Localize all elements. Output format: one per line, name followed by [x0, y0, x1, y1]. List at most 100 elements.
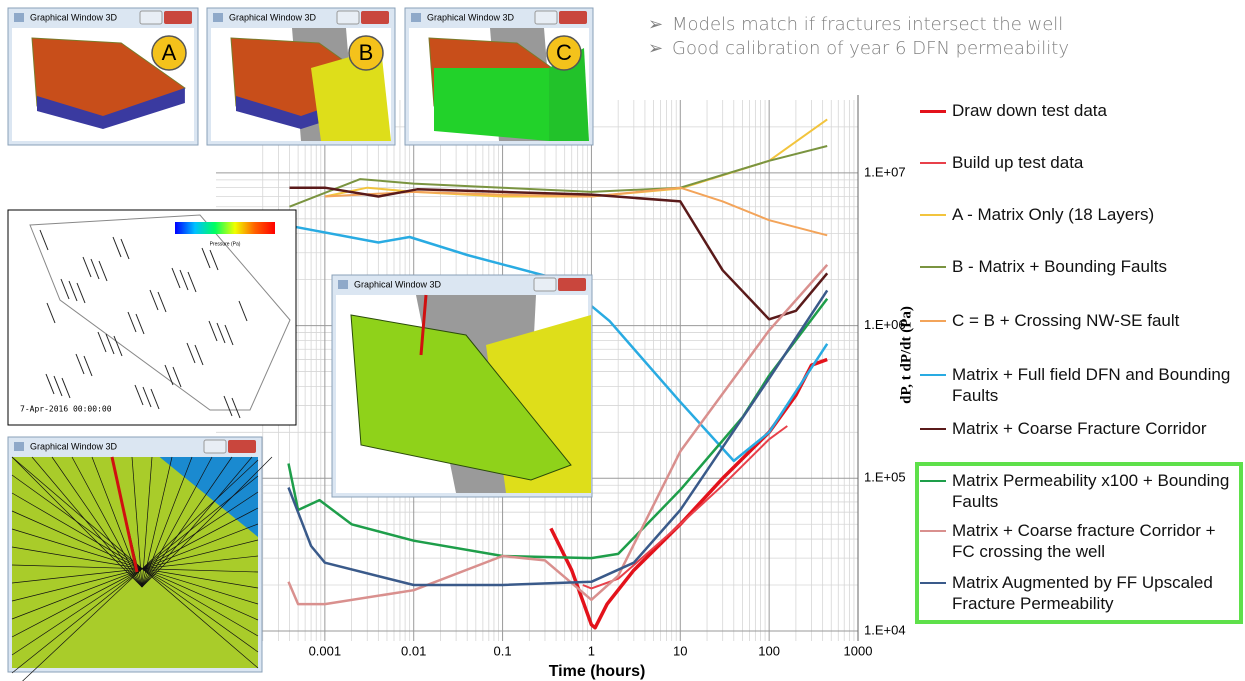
mesh-line [11, 523, 259, 620]
legend-label: Matrix Permeability x100 + Bounding Faul… [952, 471, 1230, 511]
x-tick-label: 0.1 [494, 643, 512, 658]
fracture [171, 267, 181, 289]
fracture [83, 355, 93, 377]
legend-entry: Matrix Permeability x100 + Bounding Faul… [918, 470, 1238, 512]
fracture [120, 238, 130, 260]
fracture [53, 375, 63, 397]
window-title: Graphical Window 3D [30, 12, 118, 22]
reservoir [350, 314, 572, 481]
legend-entry: Matrix + Full field DFN and Bounding Fau… [918, 364, 1238, 406]
legend-swatch [920, 320, 946, 322]
fracture-outline [29, 214, 291, 411]
layers [236, 88, 382, 129]
legend-label: Matrix Augmented by FF Upscaled Fracture… [952, 573, 1213, 613]
badge-label: C [556, 40, 572, 65]
window-icon [14, 442, 24, 451]
x-tick-label: 100 [758, 643, 780, 658]
legend-entry: Matrix Augmented by FF Upscaled Fracture… [918, 572, 1238, 614]
help-button [139, 10, 163, 25]
x-axis-label: Time (hours) [549, 663, 646, 680]
help-button [533, 277, 557, 292]
y-tick-label: 1.E+05 [864, 470, 906, 485]
legend-entry: A - Matrix Only (18 Layers) [918, 204, 1154, 225]
colorbar-title: Pressure (Pa) [210, 241, 241, 247]
legend-label: C = B + Crossing NW-SE fault [952, 311, 1180, 330]
legend-swatch [920, 266, 946, 268]
fault [549, 48, 589, 141]
fracture [172, 366, 182, 388]
legend-label: Matrix + Full field DFN and Bounding Fau… [952, 365, 1231, 405]
mesh-line [141, 456, 153, 588]
window: Graphical Window 3D [7, 436, 273, 681]
legend-entry: B - Matrix + Bounding Faults [918, 256, 1167, 277]
badge-label: A [162, 40, 177, 65]
timestamp: 7-Apr-2016 00:00:00 [20, 405, 112, 414]
window: Graphical Window 3D [331, 274, 593, 498]
close-button [361, 11, 389, 24]
fracture [39, 229, 49, 251]
legend-entry: Build up test data [918, 152, 1083, 173]
well [419, 294, 428, 356]
fracture [134, 384, 144, 406]
fracture [105, 333, 115, 355]
bullet-text: Models match if fractures intersect the … [672, 14, 1064, 35]
legend-entry: Matrix + Coarse Fracture Corridor [918, 418, 1207, 439]
window-title: Graphical Window 3D [30, 441, 118, 451]
fault [311, 48, 391, 141]
y-tick-label: 1.E+04 [864, 622, 906, 637]
series-line [324, 186, 828, 237]
series-line [549, 357, 828, 630]
close-button [558, 278, 586, 291]
series-line [289, 186, 829, 321]
window: Graphical Window 3D C [404, 7, 594, 146]
fracture [135, 313, 145, 335]
fracture [45, 373, 55, 395]
series-line [287, 289, 829, 587]
bullet: ➢ Good calibration of year 6 DFN permeabi… [648, 38, 1069, 59]
mesh-line [141, 456, 273, 588]
mesh-line [91, 456, 143, 588]
window-icon [338, 280, 348, 289]
y-tick-label: 1.E+06 [864, 317, 906, 332]
legend-label: Matrix + Coarse Fracture Corridor [952, 419, 1207, 438]
legend-swatch [920, 162, 946, 164]
fracture [113, 335, 123, 357]
fracture-view [7, 209, 297, 426]
fracture [209, 249, 219, 271]
mesh-line [11, 475, 259, 674]
help-button [336, 10, 360, 25]
fracture [97, 331, 107, 353]
x-tick-label: 10 [673, 643, 687, 658]
legend-label: Build up test data [952, 153, 1084, 172]
x-tick-label: 0.001 [309, 643, 342, 658]
bullet-text: Good calibration of year 6 DFN permeabil… [672, 38, 1069, 59]
badge-label: B [359, 40, 374, 65]
window: Graphical Window 3D B [206, 7, 396, 146]
legend-entry: Matrix + Coarse fracture Corridor + FC c… [918, 520, 1238, 562]
fracture [208, 320, 218, 342]
fault [434, 68, 549, 141]
close-button [228, 440, 256, 453]
legend-swatch [920, 428, 946, 430]
legend-swatch [920, 374, 946, 376]
mesh-line [11, 539, 259, 602]
legend-entry: Draw down test data [918, 100, 1107, 121]
fracture [82, 256, 92, 278]
badge [546, 35, 582, 71]
fracture [127, 311, 137, 333]
window-icon [14, 13, 24, 22]
legend-entry: C = B + Crossing NW-SE fault [918, 310, 1179, 331]
legend-swatch [920, 110, 946, 113]
fracture [187, 271, 197, 293]
legend-swatch [920, 480, 946, 482]
fracture [201, 247, 211, 269]
fracture [98, 260, 108, 282]
window-icon [213, 13, 223, 22]
badge [348, 35, 384, 71]
window-title: Graphical Window 3D [427, 12, 515, 22]
fracture [60, 278, 70, 300]
well [110, 456, 139, 573]
fracture [164, 364, 174, 386]
